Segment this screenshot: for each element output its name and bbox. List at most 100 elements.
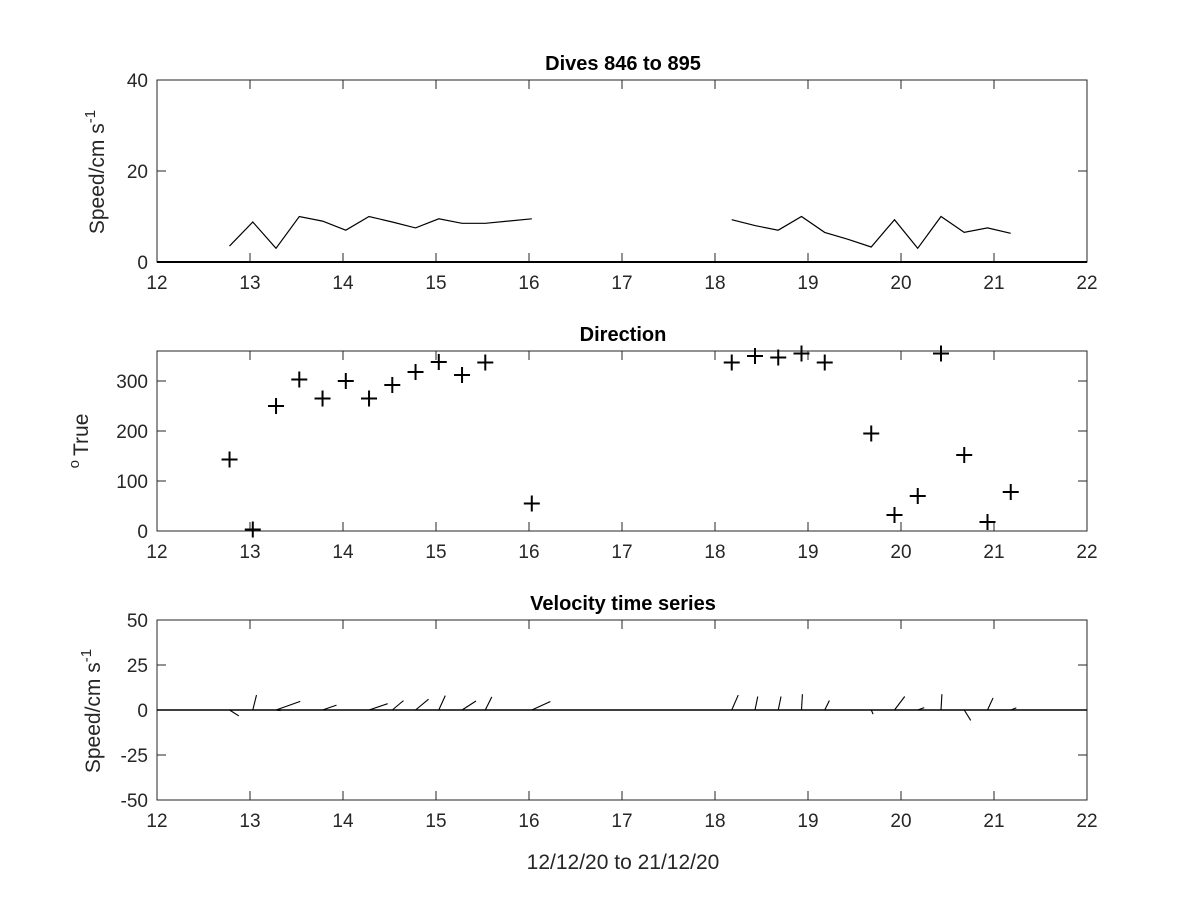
- velocity-xtick-label: 22: [1076, 811, 1097, 832]
- speed-xtick-label: 17: [611, 273, 632, 294]
- panel-speed: Dives 846 to 895 Speed/cm s-1 12 13 14 15 16…: [82, 53, 1098, 294]
- direction-ylabel: o True: [66, 414, 93, 469]
- velocity-xlabel: 12/12/20 to 21/12/20: [527, 851, 720, 874]
- direction-xtick-label: 16: [518, 542, 539, 563]
- velocity-ytick-label: 0: [137, 701, 148, 722]
- direction-ytick-label: 100: [116, 472, 148, 493]
- direction-xtick-label: 20: [890, 542, 911, 563]
- direction-ylabel-sup: o: [66, 460, 83, 468]
- direction-xtick-label: 15: [425, 542, 446, 563]
- velocity-xtick-label: 14: [332, 811, 354, 832]
- speed-xtick-label: 14: [332, 273, 354, 294]
- velocity-stick: [368, 703, 388, 711]
- direction-ylabel-main: True: [70, 414, 93, 456]
- velocity-stick: [777, 696, 782, 711]
- direction-ytick-label: 0: [137, 522, 148, 543]
- velocity-stick: [275, 700, 301, 711]
- direction-point: [956, 447, 973, 463]
- velocity-stick: [894, 696, 906, 711]
- velocity-xtick-label: 21: [983, 811, 1004, 832]
- direction-xtick-label: 19: [797, 542, 818, 563]
- direction-xtick-label: 12: [146, 542, 167, 563]
- direction-ytick-label: 300: [116, 372, 148, 393]
- speed-title: Dives 846 to 895: [545, 53, 701, 75]
- panel-velocity: Velocity time series Speed/cm s-1 12/12/…: [78, 593, 1098, 874]
- direction-point: [723, 354, 740, 371]
- speed-series-segment: [731, 215, 1011, 250]
- velocity-stick: [484, 696, 493, 711]
- velocity-stick: [917, 707, 925, 711]
- speed-ylabel-sup: -1: [82, 110, 99, 123]
- direction-point: [477, 354, 494, 371]
- direction-point: [816, 354, 833, 371]
- velocity-ylabel-sup: -1: [78, 649, 95, 662]
- velocity-stick: [391, 700, 404, 711]
- velocity-stick: [940, 694, 943, 711]
- speed-ylabel-main: Speed/cm s: [86, 123, 109, 234]
- direction-xtick-label: 13: [239, 542, 260, 563]
- speed-xtick-label: 18: [704, 273, 725, 294]
- direction-point: [746, 348, 763, 364]
- velocity-stick: [461, 700, 477, 711]
- velocity-stick: [963, 709, 972, 721]
- direction-xtick-label: 18: [704, 542, 725, 563]
- direction-ytick-label: 200: [116, 422, 148, 443]
- velocity-stick: [1010, 707, 1017, 711]
- velocity-xtick-label: 13: [239, 811, 260, 832]
- velocity-xtick-label: 12: [146, 811, 167, 832]
- direction-xtick-label: 22: [1076, 542, 1097, 563]
- direction-point: [268, 398, 285, 414]
- velocity-stick: [531, 701, 551, 711]
- velocity-stick: [438, 695, 446, 711]
- velocity-ylabel: Speed/cm s-1: [78, 649, 105, 773]
- direction-title: Direction: [580, 324, 667, 346]
- velocity-stick: [986, 697, 994, 711]
- velocity-xtick-label: 17: [611, 811, 632, 832]
- direction-point: [932, 345, 949, 362]
- direction-point: [523, 495, 540, 512]
- direction-point: [863, 425, 880, 442]
- direction-xtick-label: 21: [983, 542, 1004, 563]
- speed-xtick-label: 22: [1076, 273, 1097, 294]
- velocity-xtick-label: 18: [704, 811, 725, 832]
- velocity-stick: [731, 694, 739, 711]
- velocity-xtick-label: 16: [518, 811, 539, 832]
- velocity-title: Velocity time series: [530, 593, 716, 615]
- speed-xtick-label: 15: [425, 273, 446, 294]
- velocity-stick: [322, 704, 337, 711]
- speed-xtick-label: 20: [890, 273, 911, 294]
- velocity-stick: [229, 709, 240, 717]
- velocity-stick: [754, 696, 759, 711]
- speed-ytick-label: 40: [127, 71, 148, 92]
- speed-xtick-label: 12: [146, 273, 167, 294]
- direction-point: [886, 507, 903, 523]
- velocity-ylabel-main: Speed/cm s: [82, 662, 105, 773]
- speed-xtick-label: 16: [518, 273, 539, 294]
- velocity-xtick-label: 20: [890, 811, 911, 832]
- direction-xtick-label: 17: [611, 542, 632, 563]
- velocity-stick: [415, 698, 429, 711]
- direction-point: [793, 345, 810, 362]
- direction-point: [221, 451, 238, 468]
- velocity-ytick-label: -50: [121, 791, 148, 812]
- direction-point: [430, 354, 447, 370]
- direction-point: [314, 390, 331, 407]
- direction-xtick-label: 14: [332, 542, 354, 563]
- direction-point: [909, 488, 926, 504]
- velocity-stick: [252, 694, 258, 711]
- direction-point: [1002, 484, 1019, 500]
- direction-point: [291, 371, 308, 388]
- speed-xtick-label: 21: [983, 273, 1004, 294]
- velocity-stick: [800, 694, 803, 711]
- direction-point: [384, 377, 401, 393]
- velocity-ytick-label: -25: [121, 746, 148, 767]
- velocity-xtick-label: 19: [797, 811, 818, 832]
- direction-point: [337, 373, 354, 389]
- direction-point: [979, 514, 996, 530]
- velocity-xtick-label: 15: [425, 811, 446, 832]
- direction-point: [770, 349, 787, 366]
- speed-ytick-label: 20: [127, 162, 148, 183]
- velocity-stick: [824, 700, 830, 711]
